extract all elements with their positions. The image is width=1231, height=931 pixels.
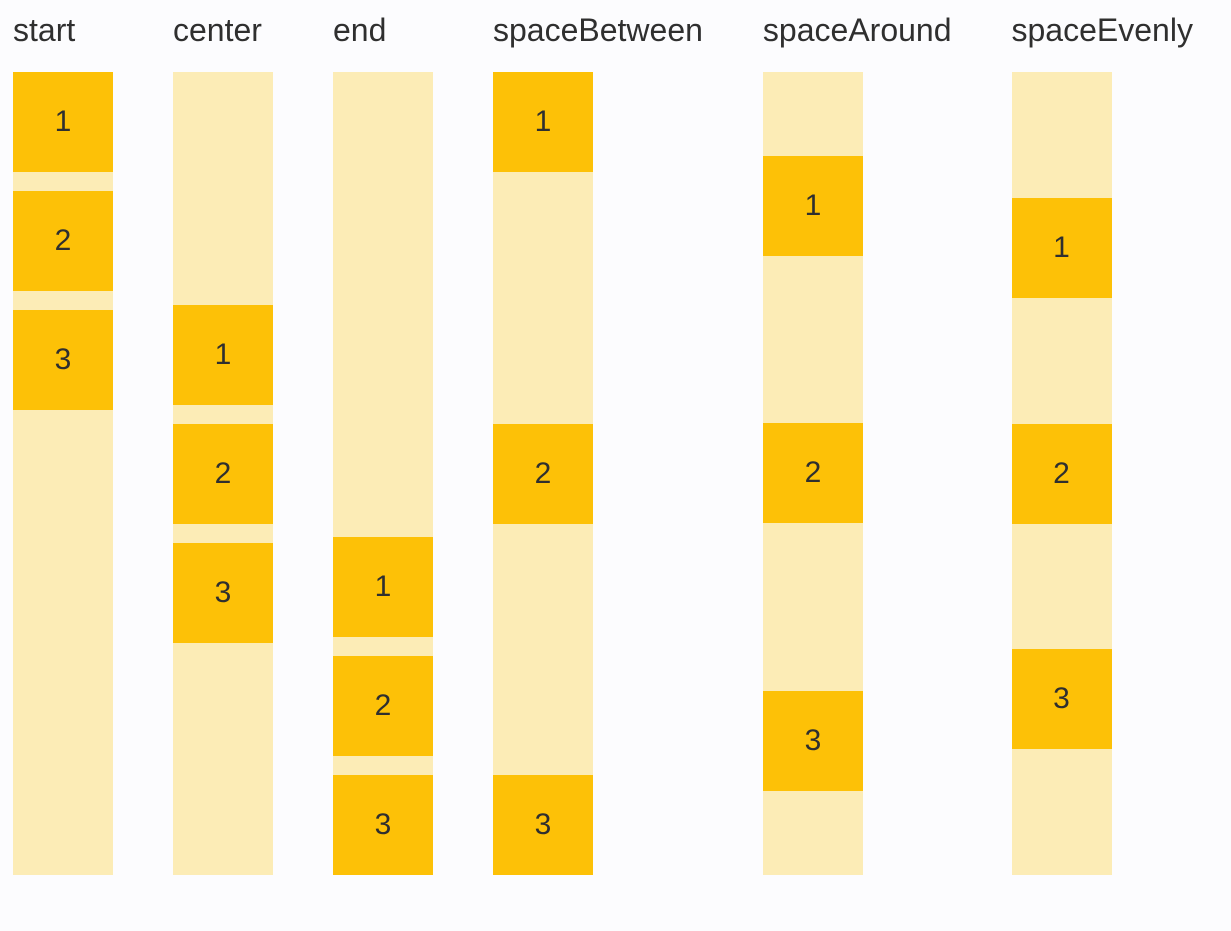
alignment-mode-label: spaceEvenly	[1011, 12, 1193, 48]
flex-item-box: 2	[493, 423, 593, 524]
flex-container-track: 1 2 3	[13, 72, 113, 875]
alignment-column: center 1 2 3	[173, 12, 273, 875]
flex-container-track: 1 2 3	[762, 72, 863, 875]
alignment-column: spaceBetween 1 2 3	[493, 12, 703, 875]
alignment-column: end 1 2 3	[333, 12, 433, 875]
flex-item-box: 3	[333, 775, 433, 875]
flex-item-box: 1	[173, 304, 273, 405]
alignment-mode-label: spaceBetween	[493, 12, 703, 48]
alignment-mode-label: start	[13, 12, 76, 48]
alignment-column: start 1 2 3	[13, 12, 113, 875]
flex-item-box: 1	[13, 72, 113, 172]
flex-item-box: 1	[1011, 197, 1112, 298]
flex-item-box: 3	[13, 310, 113, 410]
alignment-mode-label: end	[333, 12, 387, 48]
flex-container-track: 1 2 3	[1011, 72, 1112, 875]
flex-item-box: 2	[762, 423, 863, 524]
flex-item-box: 3	[173, 542, 273, 643]
flex-item-box: 2	[173, 423, 273, 524]
flex-container-track: 1 2 3	[493, 72, 593, 875]
alignment-column: spaceAround 1 2 3	[762, 12, 952, 875]
flex-container-track: 1 2 3	[333, 72, 433, 875]
flex-container-track: 1 2 3	[173, 72, 273, 875]
alignment-mode-label: center	[173, 12, 262, 48]
alignment-column: spaceEvenly 1 2 3	[1011, 12, 1193, 875]
flex-item-box: 2	[333, 656, 433, 756]
flex-item-box: 2	[13, 191, 113, 291]
flex-item-box: 1	[493, 72, 593, 172]
flex-item-box: 1	[333, 537, 433, 637]
flex-item-box: 3	[762, 691, 863, 792]
flex-item-box: 1	[762, 155, 863, 256]
flex-item-box: 2	[1011, 423, 1112, 524]
flex-item-box: 3	[1011, 649, 1112, 750]
alignment-mode-label: spaceAround	[762, 12, 952, 48]
flex-item-box: 3	[493, 775, 593, 875]
